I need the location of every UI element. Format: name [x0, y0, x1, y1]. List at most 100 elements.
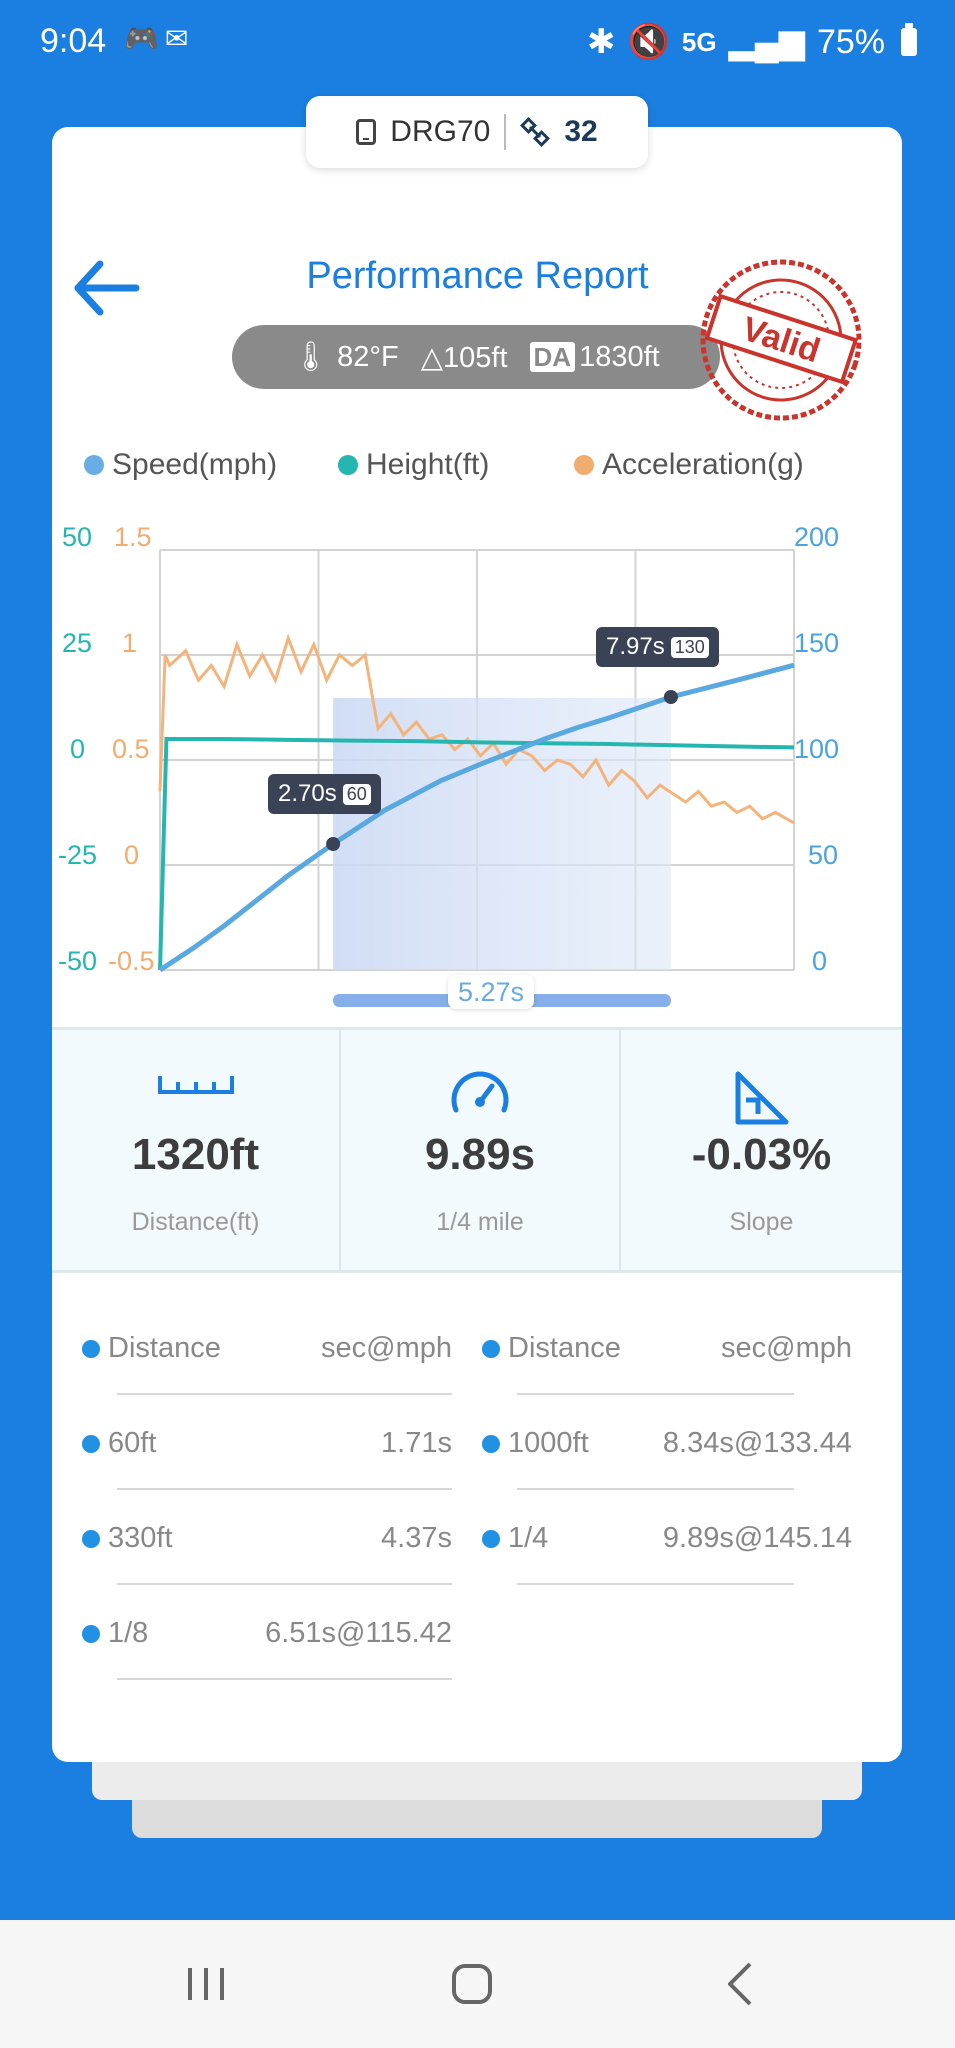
marker-point[interactable]	[326, 837, 341, 851]
legend-height-label: Height(ft)	[366, 448, 490, 481]
stat-value: 1320ft	[131, 1130, 260, 1179]
split-value: 9.89s@145.14	[662, 1522, 852, 1554]
home-icon[interactable]	[412, 1920, 532, 2048]
marker-tooltip: 2.70s 60	[268, 774, 381, 814]
table-cell: 1/4 9.89s@145.14	[452, 1490, 852, 1585]
table-cell: Distance sec@mph	[52, 1300, 452, 1395]
bullet-dot	[482, 1339, 500, 1358]
satellite-icon	[520, 117, 551, 147]
legend-acceleration-label: Acceleration(g)	[602, 448, 804, 481]
recent-apps-icon[interactable]	[146, 1920, 266, 2048]
split-distance: 1/4	[508, 1522, 549, 1554]
device-pill[interactable]: DRG70 32	[306, 96, 648, 168]
back-arrow-icon[interactable]	[70, 250, 146, 326]
satellite-count: 32	[564, 115, 598, 148]
temperature: 🌡 82°F	[292, 340, 398, 374]
stat-divider	[619, 1030, 621, 1270]
accel-tick: 1.5	[114, 522, 152, 552]
accel-tick: -0.5	[108, 946, 155, 976]
legend-speed-dot	[84, 455, 104, 475]
speed-tick: 100	[794, 734, 840, 764]
split-value: 6.51s@115.42	[265, 1617, 452, 1649]
row-divider	[517, 1488, 794, 1490]
stat-time: 9.89s 1/4 mile	[341, 1030, 619, 1270]
split-distance: 60ft	[108, 1427, 157, 1459]
accel-tick: 0	[124, 840, 140, 870]
table-cell: 1000ft 8.34s@133.44	[452, 1395, 852, 1490]
tooltip-speed: 60	[342, 783, 371, 805]
bullet-dot	[82, 1529, 100, 1548]
elevation-value: 105ft	[443, 341, 508, 374]
density-altitude: DA 1830ft	[529, 341, 660, 374]
mountain-icon: △	[420, 341, 444, 374]
split-value: 4.37s	[381, 1522, 452, 1554]
signal-icon: ▂▄▆	[728, 23, 805, 61]
bullet-dot	[482, 1434, 500, 1453]
split-distance: 330ft	[108, 1522, 173, 1554]
stat-value: 9.89s	[424, 1130, 536, 1179]
legend-height[interactable]: Height(ft)	[338, 448, 489, 482]
legend-acceleration-dot	[574, 455, 594, 475]
speed-tick: 0	[812, 946, 828, 976]
column-header: Distance	[508, 1332, 621, 1364]
range-duration-label: 5.27s	[448, 975, 534, 1009]
temperature-value: 82°F	[337, 341, 399, 373]
split-value: 1.71s	[381, 1427, 452, 1459]
conditions-bar: 🌡 82°F △105ft DA 1830ft	[232, 325, 720, 389]
table-row: 330ft 4.37s 1/4 9.89s@145.14	[52, 1490, 902, 1585]
mute-icon: 🔇	[627, 23, 670, 61]
row-divider	[117, 1393, 452, 1395]
speed-tick: 150	[794, 628, 840, 658]
row-divider	[117, 1488, 452, 1490]
ruler-icon	[157, 1076, 234, 1094]
height-line	[158, 737, 795, 971]
bullet-dot	[482, 1529, 500, 1548]
legend-acceleration[interactable]: Acceleration(g)	[574, 448, 804, 482]
speed-line	[158, 662, 795, 973]
column-header: sec@mph	[321, 1332, 452, 1364]
height-tick: 50	[62, 522, 93, 552]
column-header: sec@mph	[721, 1332, 852, 1364]
bullet-dot	[82, 1339, 100, 1358]
status-right: ✱ 🔇 5G ▂▄▆ 75%	[587, 22, 917, 62]
row-divider	[117, 1678, 452, 1680]
back-nav-icon[interactable]	[680, 1920, 800, 2048]
speedometer-icon	[451, 1071, 509, 1113]
stat-value: -0.03%	[691, 1130, 832, 1179]
marker-point[interactable]	[663, 690, 678, 704]
tooltip-speed: 130	[670, 636, 709, 658]
table-row: 60ft 1.71s 1000ft 8.34s@133.44	[52, 1395, 902, 1490]
status-bar: 9:04 🎮✉ ✱ 🔇 5G ▂▄▆ 75%	[0, 0, 955, 84]
marker-tooltip: 7.97s 130	[596, 627, 719, 667]
split-value: 8.34s@133.44	[662, 1427, 852, 1459]
range-highlight	[333, 698, 671, 970]
stat-slope: -0.03% Slope	[621, 1030, 902, 1270]
stat-label: Distance(ft)	[131, 1208, 260, 1236]
slope-icon	[735, 1071, 788, 1125]
split-distance: 1/8	[108, 1617, 149, 1649]
performance-chart[interactable]	[0, 0, 955, 1020]
elevation: △105ft	[421, 340, 508, 375]
height-tick: -50	[58, 946, 98, 976]
table-cell: 330ft 4.37s	[52, 1490, 452, 1585]
height-tick: -25	[58, 840, 98, 870]
system-nav-bar	[0, 1920, 955, 2048]
bullet-dot	[82, 1434, 100, 1453]
device-icon	[356, 119, 377, 145]
stat-distance: 1320ft Distance(ft)	[52, 1030, 339, 1270]
legend-speed[interactable]: Speed(mph)	[84, 448, 277, 482]
notification-icons: 🎮✉	[124, 23, 195, 54]
table-cell: Distance sec@mph	[452, 1300, 852, 1395]
device-separator	[504, 114, 507, 150]
table-header-row: Distance sec@mph Distance sec@mph	[52, 1300, 902, 1395]
status-time: 9:04	[40, 22, 107, 60]
table-row: 1/8 6.51s@115.42	[52, 1585, 902, 1680]
battery-percent: 75%	[816, 22, 885, 61]
height-tick: 25	[62, 628, 93, 658]
stat-divider	[339, 1030, 341, 1270]
tooltip-time: 7.97s	[606, 633, 665, 660]
speed-tick: 200	[794, 522, 840, 552]
column-header: Distance	[108, 1332, 221, 1364]
height-tick: 0	[70, 734, 86, 764]
stat-label: 1/4 mile	[436, 1208, 524, 1236]
